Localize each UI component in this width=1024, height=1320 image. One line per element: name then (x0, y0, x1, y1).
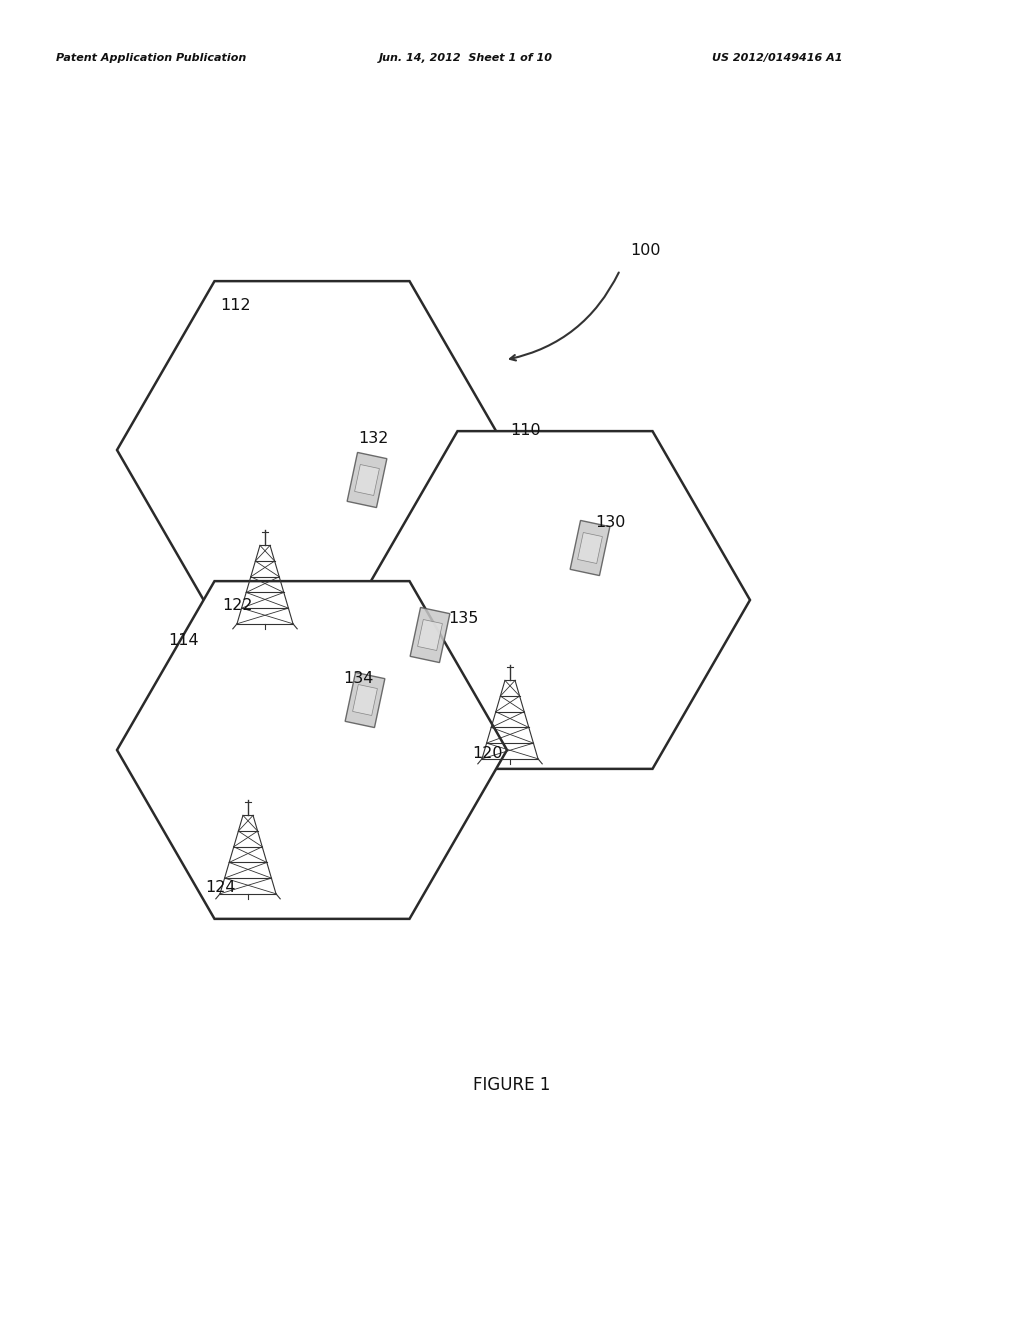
Text: 134: 134 (343, 671, 374, 686)
Polygon shape (360, 432, 750, 768)
Text: 114: 114 (168, 634, 199, 648)
Polygon shape (354, 465, 380, 495)
Text: 130: 130 (595, 515, 626, 531)
Polygon shape (117, 581, 507, 919)
Polygon shape (570, 520, 610, 576)
Text: 135: 135 (449, 611, 478, 626)
Text: Jun. 14, 2012  Sheet 1 of 10: Jun. 14, 2012 Sheet 1 of 10 (379, 53, 553, 63)
Text: 124: 124 (205, 880, 236, 895)
Text: US 2012/0149416 A1: US 2012/0149416 A1 (712, 53, 842, 63)
Polygon shape (352, 685, 378, 715)
Text: 110: 110 (510, 422, 541, 438)
Polygon shape (418, 619, 442, 651)
Text: FIGURE 1: FIGURE 1 (473, 1076, 551, 1094)
Polygon shape (345, 672, 385, 727)
Text: 120: 120 (472, 746, 503, 762)
Text: 112: 112 (220, 298, 251, 313)
Text: Patent Application Publication: Patent Application Publication (56, 53, 247, 63)
Text: 122: 122 (222, 598, 253, 612)
Text: 132: 132 (358, 432, 388, 446)
Polygon shape (347, 453, 387, 508)
Polygon shape (411, 607, 450, 663)
Polygon shape (117, 281, 507, 619)
Text: 100: 100 (630, 243, 660, 257)
Polygon shape (578, 532, 602, 564)
